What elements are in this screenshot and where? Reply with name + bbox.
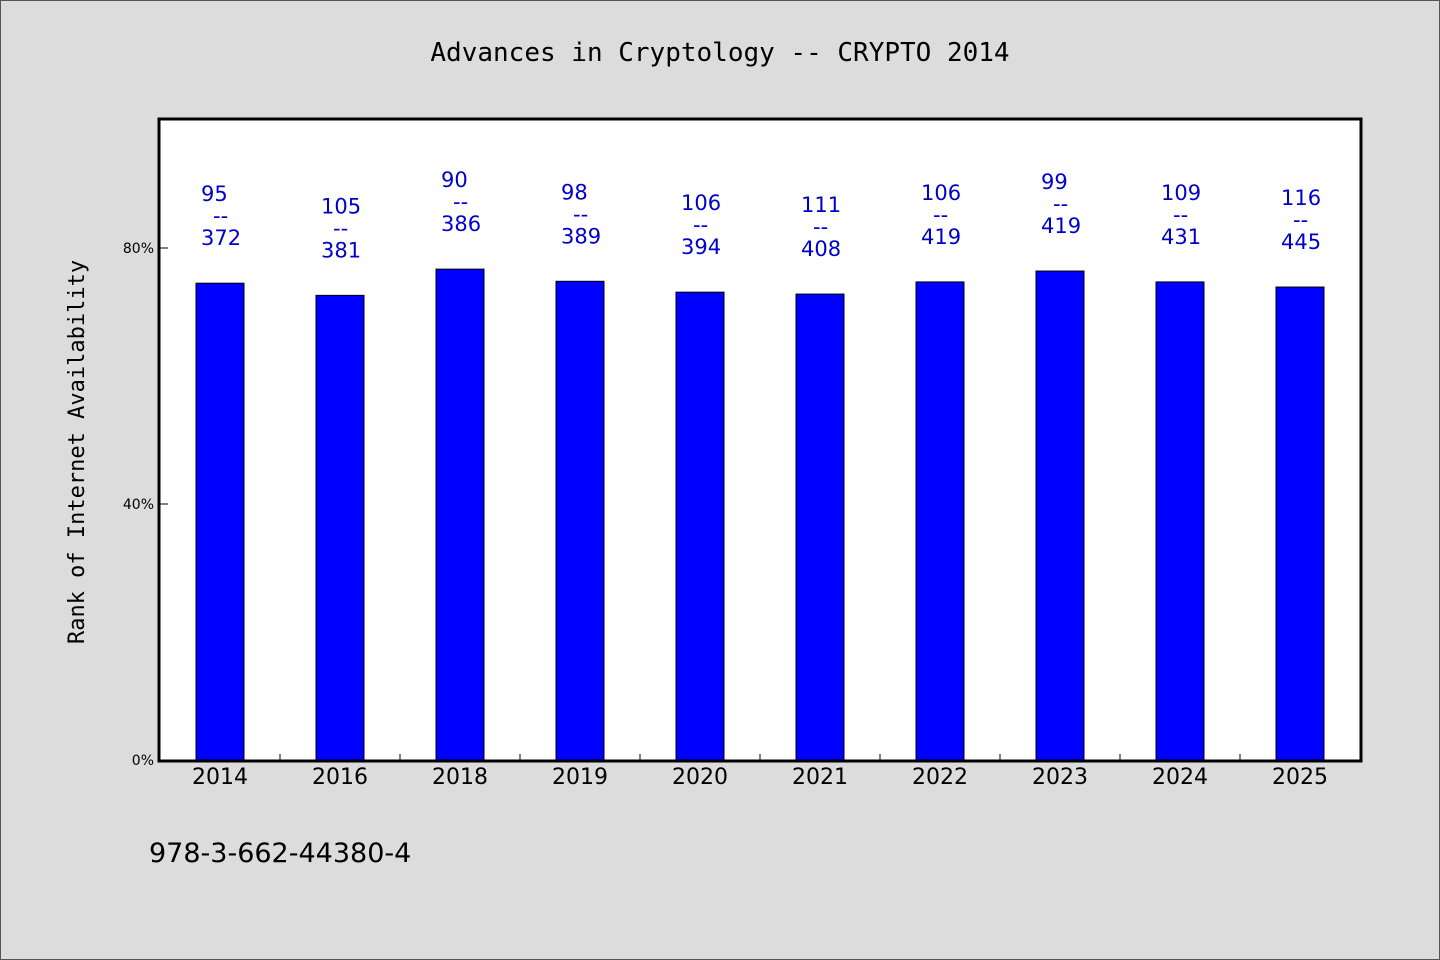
isbn-footer: 978-3-662-44380-4: [149, 838, 411, 869]
data-label: --: [1053, 192, 1068, 216]
data-label: 408: [801, 237, 841, 261]
bar: [1155, 281, 1205, 761]
x-tick-label: 2014: [192, 765, 248, 790]
data-label: 106: [681, 191, 721, 215]
data-label: 419: [921, 225, 961, 249]
bar: [435, 268, 485, 761]
data-label: --: [693, 213, 708, 237]
data-label: --: [573, 202, 588, 226]
bar: [1275, 286, 1325, 761]
data-label: --: [933, 203, 948, 227]
data-label: 445: [1281, 230, 1321, 254]
data-label: --: [1173, 203, 1188, 227]
bar-series: [195, 268, 1325, 761]
bar: [315, 294, 365, 761]
x-tick-label: 2019: [552, 765, 608, 790]
data-label: 95: [201, 182, 228, 206]
y-tick-label: 0%: [132, 753, 154, 769]
data-labels: 95--372105--38190--38698--389106--394111…: [201, 168, 1321, 262]
x-tick-label: 2024: [1152, 765, 1208, 790]
bar: [555, 280, 605, 761]
data-label: --: [1293, 208, 1308, 232]
x-tick-label: 2025: [1272, 765, 1328, 790]
data-label: 381: [321, 238, 361, 262]
y-tick-label: 40%: [123, 497, 154, 513]
data-label: 372: [201, 226, 241, 250]
data-label: 109: [1161, 181, 1201, 205]
data-label: 394: [681, 235, 721, 259]
data-label: --: [333, 216, 348, 240]
data-label: 99: [1041, 170, 1068, 194]
bar: [795, 293, 845, 761]
x-tick-label: 2016: [312, 765, 368, 790]
data-label: 111: [801, 193, 841, 217]
data-label: 386: [441, 212, 481, 236]
data-label: 98: [561, 180, 588, 204]
y-axis-label: Rank of Internet Availability: [65, 260, 90, 644]
data-label: 106: [921, 181, 961, 205]
data-label: 116: [1281, 186, 1321, 210]
data-label: 419: [1041, 214, 1081, 238]
y-tick-label: 80%: [123, 241, 154, 257]
bar: [195, 282, 245, 761]
data-label: 90: [441, 168, 468, 192]
data-label: 389: [561, 224, 601, 248]
y-axis: 0% 40% 80%: [123, 241, 168, 769]
bar: [915, 281, 965, 761]
chart-title: Advances in Cryptology -- CRYPTO 2014: [430, 38, 1009, 68]
bar: [1035, 270, 1085, 761]
x-tick-label: 2020: [672, 765, 728, 790]
data-label: --: [453, 190, 468, 214]
bar: [675, 291, 725, 761]
x-tick-label: 2018: [432, 765, 488, 790]
data-label: --: [213, 204, 228, 228]
x-axis: 2014 2016 2018 2019 2020 2021 2022 2023 2024 2025: [192, 754, 1328, 790]
data-label: --: [813, 215, 828, 239]
data-label: 431: [1161, 225, 1201, 249]
x-tick-label: 2021: [792, 765, 848, 790]
x-tick-label: 2022: [912, 765, 968, 790]
data-label: 105: [321, 194, 361, 218]
x-tick-label: 2023: [1032, 765, 1088, 790]
